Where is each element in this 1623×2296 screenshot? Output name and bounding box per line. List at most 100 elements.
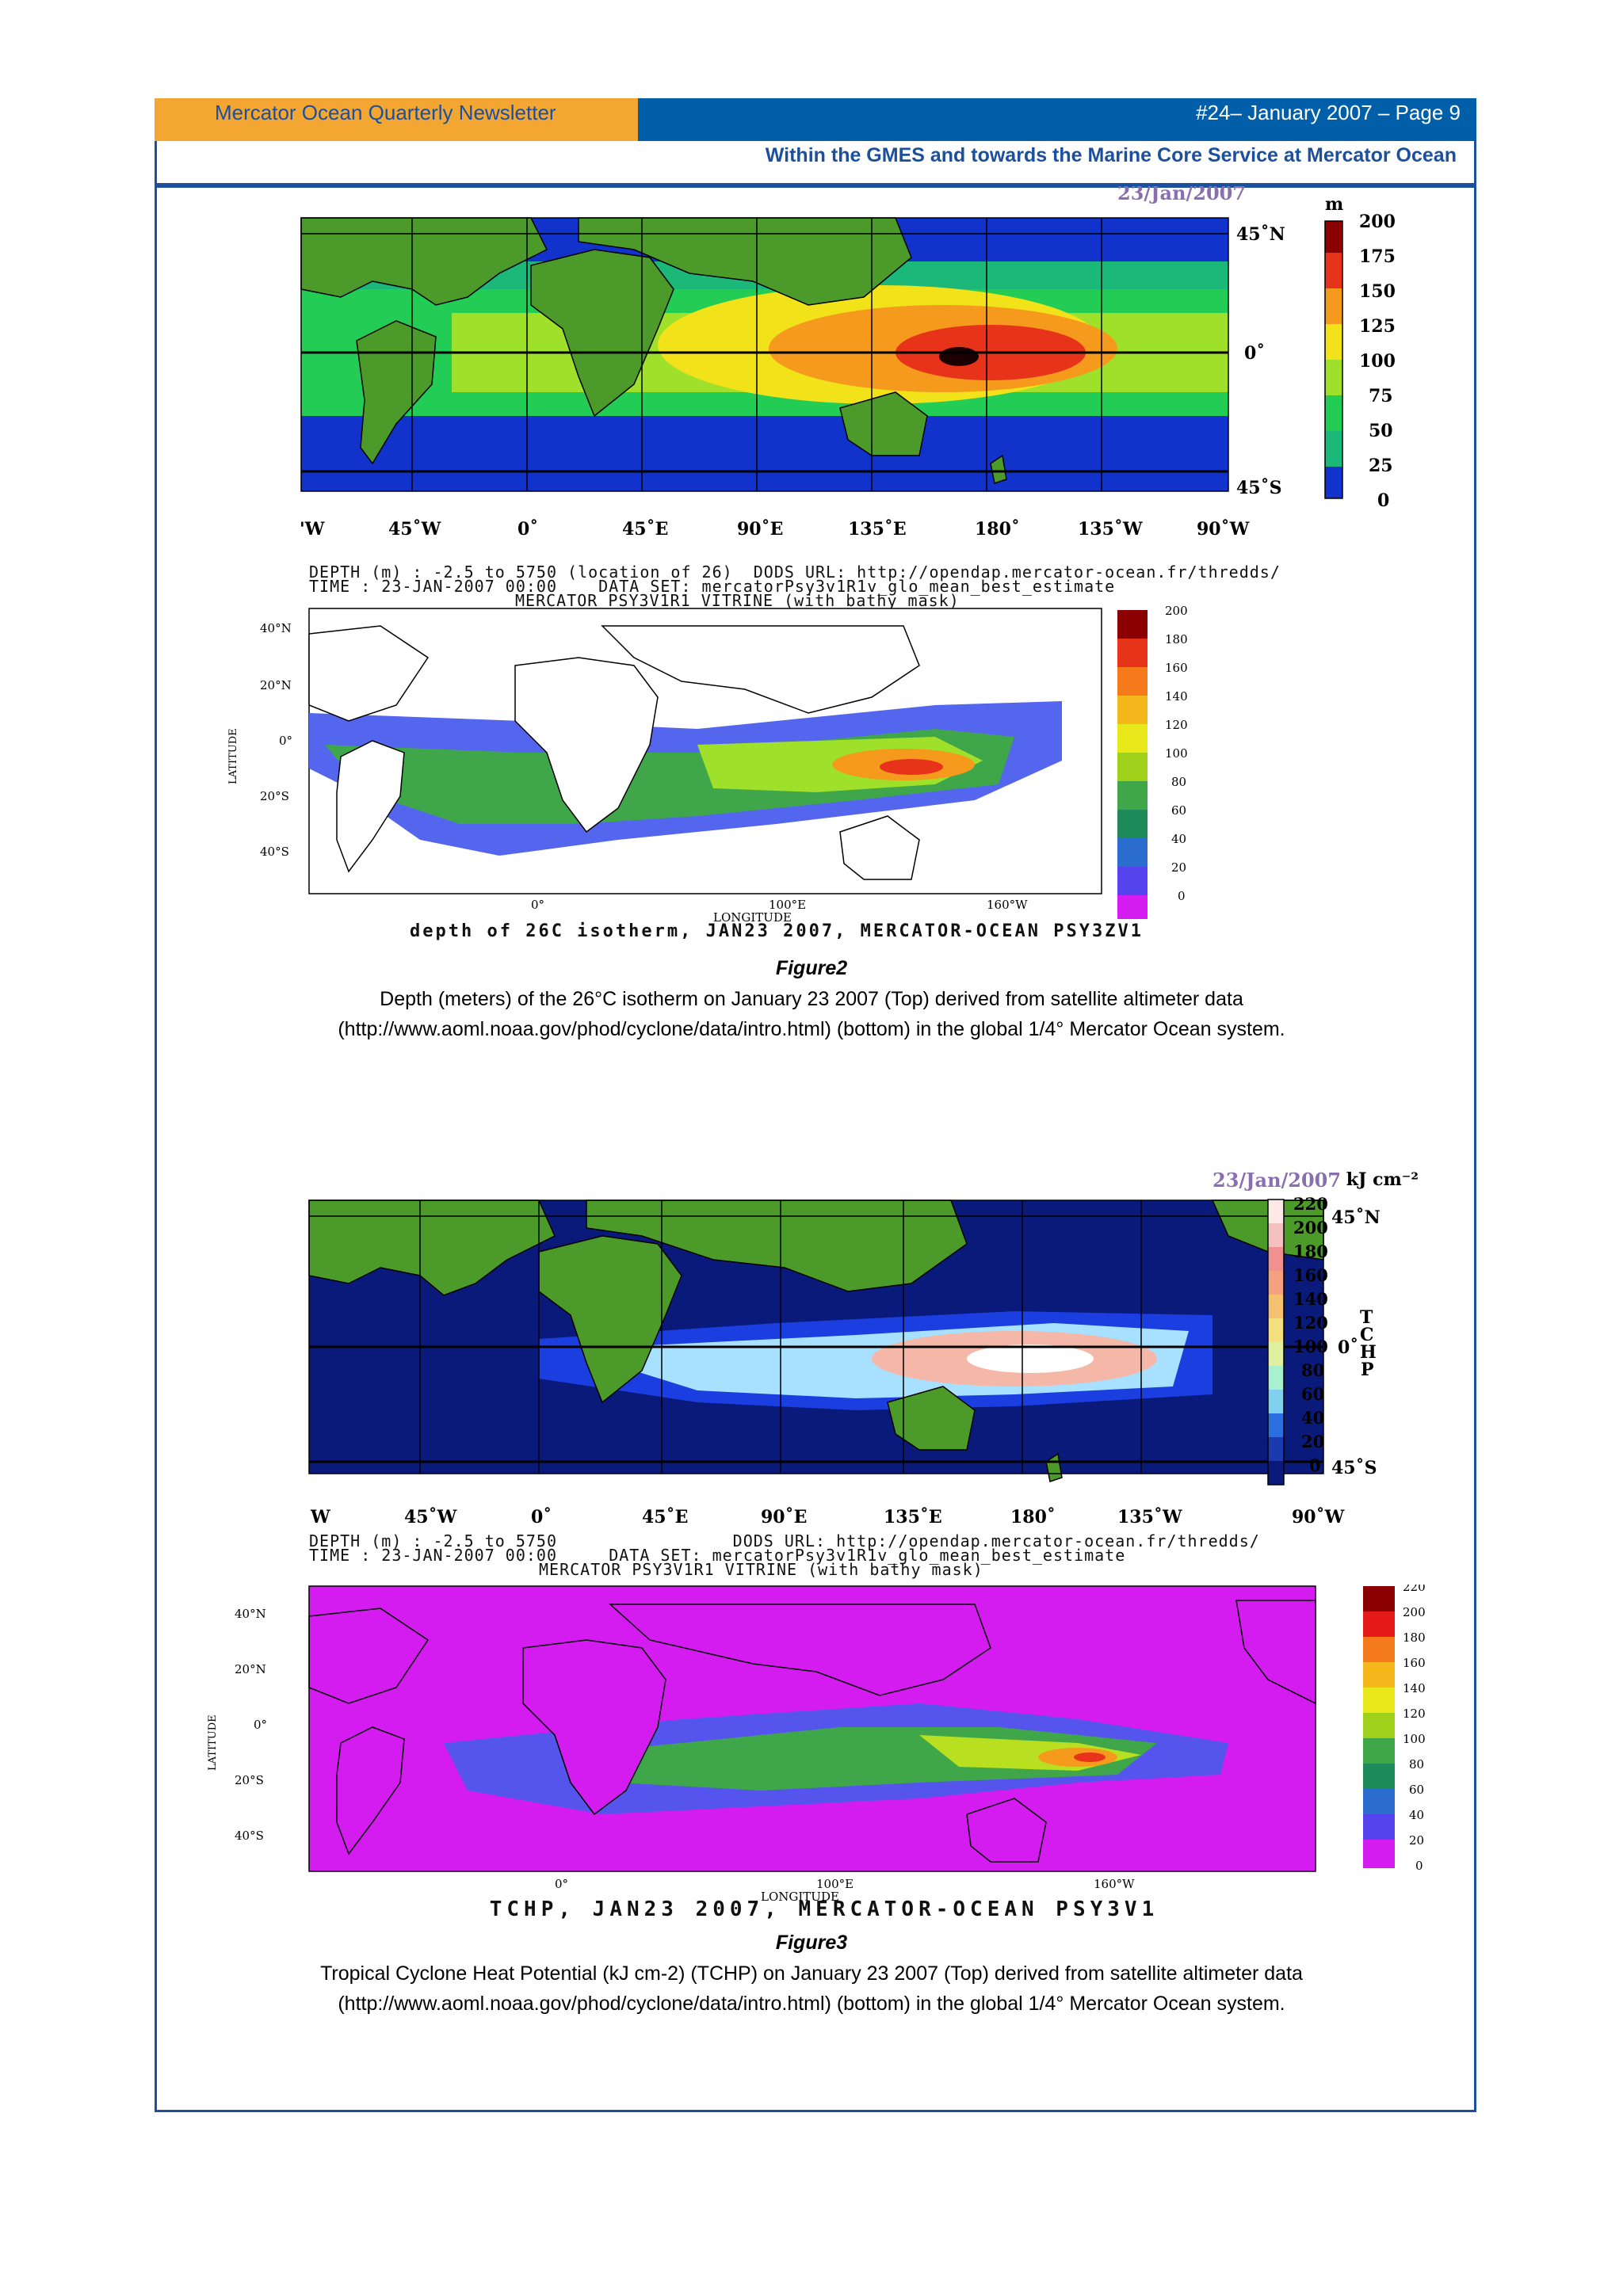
svg-text:60: 60 xyxy=(1409,1783,1424,1797)
svg-text:135˚E: 135˚E xyxy=(848,519,907,540)
svg-text:'W: 'W xyxy=(300,519,325,540)
svg-text:LONGITUDE: LONGITUDE xyxy=(713,910,792,925)
svg-text:180: 180 xyxy=(1403,1630,1426,1645)
figure2-caption-line1: Depth (meters) of the 26°C isotherm on J… xyxy=(380,988,1243,1010)
svg-text:180˚: 180˚ xyxy=(975,519,1020,540)
figure3-caption-title: Figure3 xyxy=(775,1932,848,1954)
svg-text:150: 150 xyxy=(1359,281,1396,302)
figure2-top-date: 23/Jan/2007 xyxy=(1117,186,1246,204)
svg-text:20°N: 20°N xyxy=(235,1662,266,1676)
svg-text:80: 80 xyxy=(1301,1360,1324,1380)
figure3-top-info-2: TIME : 23-JAN-2007 00:00 DATA SET: merca… xyxy=(309,1546,1126,1565)
svg-text:180: 180 xyxy=(1293,1241,1328,1261)
svg-text:160°W: 160°W xyxy=(987,898,1028,912)
svg-text:100°E: 100°E xyxy=(769,898,806,912)
svg-text:75: 75 xyxy=(1369,386,1393,406)
figure2-caption-line2: (http://www.aoml.noaa.gov/phod/cyclone/d… xyxy=(338,1018,1285,1040)
svg-text:45˚N: 45˚N xyxy=(1236,224,1285,245)
svg-text:45˚S: 45˚S xyxy=(1331,1458,1377,1478)
svg-text:20: 20 xyxy=(1301,1432,1324,1451)
svg-text:40: 40 xyxy=(1301,1408,1324,1428)
svg-text:45˚W: 45˚W xyxy=(388,519,441,540)
svg-text:40°S: 40°S xyxy=(260,845,289,859)
page-frame xyxy=(155,185,1476,2112)
svg-text:kJ cm⁻²: kJ cm⁻² xyxy=(1346,1169,1419,1190)
svg-text:T: T xyxy=(1360,1307,1373,1328)
figure3-top-map: 23/Jan/2007 45˚N xyxy=(301,1165,1426,1537)
svg-text:140: 140 xyxy=(1403,1681,1426,1695)
figure2-bottom-title: depth of 26C isotherm, JAN23 2007, MERCA… xyxy=(410,921,1144,941)
figure3-bottom-title: TCHP, JAN23 2007, MERCATOR-OCEAN PSY3V1 xyxy=(489,1897,1159,1921)
svg-text:45˚S: 45˚S xyxy=(1236,478,1282,498)
svg-text:H: H xyxy=(1360,1342,1377,1363)
svg-text:160: 160 xyxy=(1403,1656,1426,1670)
svg-text:60: 60 xyxy=(1171,803,1186,818)
svg-text:40°N: 40°N xyxy=(235,1607,266,1621)
svg-text:0: 0 xyxy=(1309,1455,1321,1475)
svg-text:0: 0 xyxy=(1178,889,1186,903)
svg-text:45˚N: 45˚N xyxy=(1331,1207,1381,1228)
svg-text:0: 0 xyxy=(1415,1859,1423,1873)
svg-text:25: 25 xyxy=(1369,456,1393,476)
figure2-top-map: 23/Jan/2007 45 xyxy=(293,181,1434,566)
header-subtitle: Within the GMES and towards the Marine C… xyxy=(155,141,1476,185)
svg-text:40°N: 40°N xyxy=(260,621,292,635)
svg-text:220: 220 xyxy=(1293,1194,1328,1214)
svg-text:80: 80 xyxy=(1409,1757,1424,1772)
svg-text:180˚: 180˚ xyxy=(1010,1507,1056,1527)
svg-text:40: 40 xyxy=(1171,832,1186,846)
svg-text:90˚W: 90˚W xyxy=(1292,1507,1345,1527)
figure2-caption-title: Figure2 xyxy=(775,957,848,979)
svg-text:C: C xyxy=(1360,1325,1374,1345)
figure2-bottom-map: 40°N 20°N 0° 20°S 40°S 0° 100°E 160°W LO… xyxy=(222,602,1331,943)
figure2-top-colorbar xyxy=(1324,220,1343,499)
svg-text:20: 20 xyxy=(1171,860,1186,875)
svg-text:90˚E: 90˚E xyxy=(737,519,783,540)
svg-text:200: 200 xyxy=(1359,212,1396,232)
svg-text:LATITUDE: LATITUDE xyxy=(227,728,239,784)
svg-text:45˚E: 45˚E xyxy=(622,519,668,540)
svg-text:175: 175 xyxy=(1359,246,1396,267)
figure3-caption-line2: (http://www.aoml.noaa.gov/phod/cyclone/d… xyxy=(338,1993,1285,2015)
svg-text:20°S: 20°S xyxy=(235,1773,264,1787)
svg-text:0°: 0° xyxy=(555,1877,568,1891)
svg-text:160: 160 xyxy=(1293,1265,1328,1285)
svg-text:20°S: 20°S xyxy=(260,789,289,803)
svg-text:90˚W: 90˚W xyxy=(1197,519,1250,540)
svg-text:100: 100 xyxy=(1165,746,1188,761)
svg-text:23/Jan/2007: 23/Jan/2007 xyxy=(1212,1169,1341,1192)
svg-text:220: 220 xyxy=(1403,1585,1426,1594)
figure3-top-info-1: DEPTH (m) : -2.5 to 5750 DODS URL: http:… xyxy=(309,1531,1260,1550)
figure2-top-info-3: MERCATOR PSY3V1R1 VITRINE (with bathy ma… xyxy=(515,591,960,610)
svg-text:135˚W: 135˚W xyxy=(1117,1507,1182,1527)
svg-text:0˚: 0˚ xyxy=(1244,343,1265,364)
svg-text:40: 40 xyxy=(1409,1808,1424,1822)
svg-text:200: 200 xyxy=(1165,604,1188,618)
svg-text:45˚W: 45˚W xyxy=(404,1507,457,1527)
issue-page-label: #24– January 2007 – Page 9 xyxy=(638,98,1476,141)
svg-text:20: 20 xyxy=(1409,1833,1424,1848)
svg-text:120: 120 xyxy=(1403,1707,1426,1721)
newsletter-title: Mercator Ocean Quarterly Newsletter xyxy=(155,98,638,141)
figure2-top-info-1: DEPTH (m) : -2.5 to 5750 (location of 26… xyxy=(309,563,1281,582)
svg-text:125: 125 xyxy=(1359,316,1396,337)
svg-text:200: 200 xyxy=(1403,1605,1426,1619)
svg-text:135˚W: 135˚W xyxy=(1078,519,1143,540)
svg-text:P: P xyxy=(1361,1360,1374,1380)
svg-text:140: 140 xyxy=(1293,1289,1328,1309)
svg-text:200: 200 xyxy=(1293,1218,1328,1238)
svg-text:0˚: 0˚ xyxy=(1338,1337,1358,1358)
svg-text:0˚: 0˚ xyxy=(517,519,538,540)
svg-text:LATITUDE: LATITUDE xyxy=(207,1714,219,1771)
svg-text:0: 0 xyxy=(1377,490,1389,511)
figure3-caption-line1: Tropical Cyclone Heat Potential (kJ cm-2… xyxy=(320,1962,1303,1985)
svg-text:LONGITUDE: LONGITUDE xyxy=(761,1890,839,1904)
svg-text:m: m xyxy=(1325,194,1343,215)
svg-text:80: 80 xyxy=(1171,775,1186,789)
figure2-top-info-2: TIME : 23-JAN-2007 00:00 DATA SET: merca… xyxy=(309,577,1116,596)
svg-text:135˚E: 135˚E xyxy=(884,1507,942,1527)
svg-text:0°: 0° xyxy=(531,898,544,912)
svg-text:100: 100 xyxy=(1293,1337,1328,1356)
svg-text:50: 50 xyxy=(1369,421,1393,441)
svg-text:120: 120 xyxy=(1165,718,1188,732)
